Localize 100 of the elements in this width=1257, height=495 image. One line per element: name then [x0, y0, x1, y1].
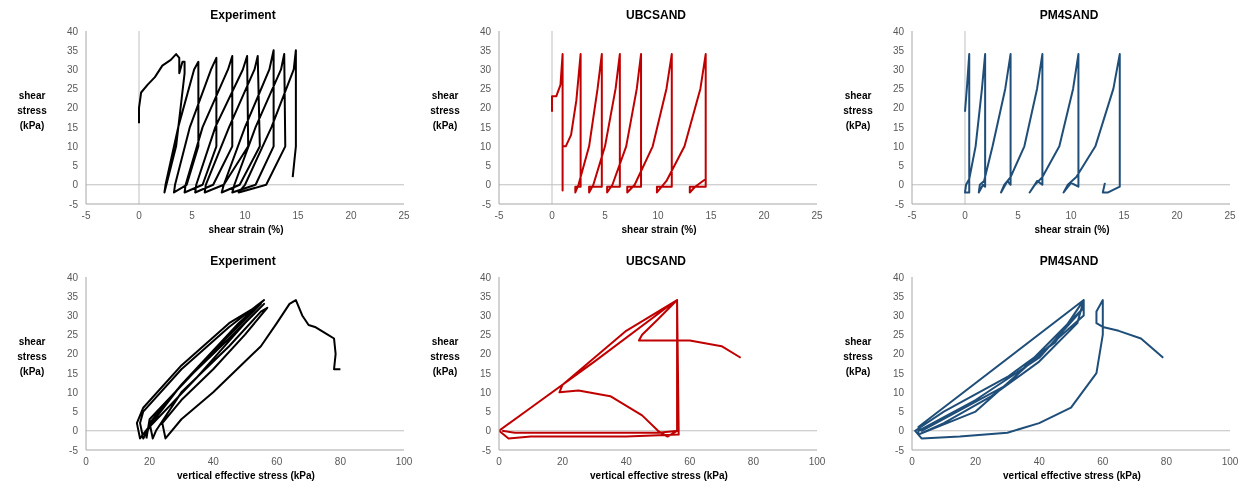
x-tick-label: 5: [1015, 210, 1022, 222]
y-tick-label: 25: [892, 329, 905, 341]
x-tick-label: -5: [494, 210, 504, 222]
y-tick-label: 15: [66, 121, 79, 133]
x-tick-label: 20: [345, 210, 357, 222]
x-tick-label: 20: [758, 210, 770, 222]
chart-title: PM4SAND: [1038, 8, 1100, 24]
line-series: [551, 53, 707, 194]
x-tick-label: 60: [271, 456, 283, 468]
x-tick-label: 40: [1033, 456, 1046, 468]
x-tick-label: 0: [83, 456, 90, 468]
y-tick-label: 20: [66, 102, 79, 114]
y-tick-label: 5: [485, 406, 492, 418]
y-tick-label: 25: [479, 329, 492, 341]
x-tick-label: 80: [334, 456, 347, 468]
x-tick-label: 15: [1118, 210, 1130, 222]
chart-title: UBCSAND: [625, 254, 687, 270]
x-tick-label: 10: [1065, 210, 1077, 222]
y-tick-label: 30: [66, 63, 79, 75]
y-tick-label: 40: [892, 271, 905, 283]
y-tick-label: 10: [892, 386, 905, 398]
y-tick-label: 40: [66, 25, 79, 37]
y-tick-label: 40: [66, 271, 79, 283]
y-tick-label: 35: [66, 44, 79, 56]
y-axis-title: shear stress (kPa): [842, 335, 874, 379]
y-tick-label: 5: [72, 406, 79, 418]
y-tick-label: 10: [66, 140, 79, 152]
y-tick-label: 5: [898, 160, 905, 172]
x-tick-label: 20: [557, 456, 569, 468]
y-tick-label: 35: [479, 290, 492, 302]
x-tick-label: 80: [747, 456, 760, 468]
y-tick-label: 20: [892, 348, 905, 360]
y-tick-label: 15: [892, 367, 905, 379]
x-tick-label: 0: [496, 456, 503, 468]
line-series: [964, 53, 1121, 194]
x-tick-label: -5: [81, 210, 91, 222]
x-tick-label: 20: [970, 456, 982, 468]
x-axis-title: shear strain (%): [1033, 224, 1111, 235]
y-axis-title: shear stress (kPa): [429, 89, 461, 133]
y-tick-label: 35: [66, 290, 79, 302]
y-tick-label: 40: [479, 25, 492, 37]
line-series: [914, 299, 1165, 440]
y-tick-label: 10: [66, 386, 79, 398]
y-tick-label: 0: [485, 425, 492, 437]
y-tick-label: 5: [72, 160, 79, 172]
y-tick-label: 15: [66, 367, 79, 379]
y-axis-title: shear stress (kPa): [16, 89, 48, 133]
chart-title: UBCSAND: [625, 8, 687, 24]
y-tick-label: 0: [72, 425, 79, 437]
x-tick-label: 100: [395, 456, 413, 468]
x-tick-label: 0: [909, 456, 916, 468]
x-tick-label: 60: [1097, 456, 1109, 468]
y-tick-label: 40: [479, 271, 492, 283]
line-series: [135, 299, 342, 440]
y-tick-label: 35: [892, 290, 905, 302]
y-tick-label: 35: [479, 44, 492, 56]
x-tick-label: 0: [549, 210, 556, 222]
chart-title: Experiment: [209, 8, 277, 24]
y-tick-label: 20: [479, 348, 492, 360]
x-tick-label: 25: [1224, 210, 1236, 222]
y-tick-label: 0: [72, 179, 79, 191]
x-tick-label: 100: [808, 456, 826, 468]
y-tick-label: 10: [479, 386, 492, 398]
x-axis-title: vertical effective stress (kPa): [1002, 470, 1142, 481]
x-tick-label: 25: [398, 210, 410, 222]
y-tick-label: -5: [482, 444, 492, 456]
y-tick-label: 15: [479, 367, 492, 379]
x-tick-label: 15: [292, 210, 304, 222]
x-tick-label: 40: [620, 456, 633, 468]
y-tick-label: 30: [479, 63, 492, 75]
y-tick-label: 5: [898, 406, 905, 418]
x-axis-title: vertical effective stress (kPa): [589, 470, 729, 481]
x-tick-label: 15: [705, 210, 717, 222]
y-tick-label: 0: [898, 425, 905, 437]
y-tick-label: 10: [892, 140, 905, 152]
x-tick-label: 20: [144, 456, 156, 468]
y-axis-title: shear stress (kPa): [842, 89, 874, 133]
y-tick-label: 20: [892, 102, 905, 114]
x-tick-label: 40: [207, 456, 220, 468]
chart-title: PM4SAND: [1038, 254, 1100, 270]
x-tick-label: 0: [136, 210, 143, 222]
y-tick-label: 15: [892, 121, 905, 133]
x-tick-label: 60: [684, 456, 696, 468]
x-tick-label: 100: [1221, 456, 1239, 468]
line-series: [499, 299, 742, 440]
y-tick-label: 30: [479, 309, 492, 321]
y-tick-label: -5: [69, 444, 79, 456]
y-tick-label: 25: [66, 83, 79, 95]
y-tick-label: -5: [69, 198, 79, 210]
x-tick-label: 25: [811, 210, 823, 222]
y-tick-label: 5: [485, 160, 492, 172]
y-tick-label: 30: [66, 309, 79, 321]
y-tick-label: 25: [66, 329, 79, 341]
x-tick-label: 20: [1171, 210, 1183, 222]
y-tick-label: 40: [892, 25, 905, 37]
y-tick-label: -5: [482, 198, 492, 210]
y-tick-label: 0: [898, 179, 905, 191]
x-tick-label: 10: [239, 210, 251, 222]
x-axis-title: shear strain (%): [620, 224, 698, 235]
x-tick-label: 80: [1160, 456, 1173, 468]
